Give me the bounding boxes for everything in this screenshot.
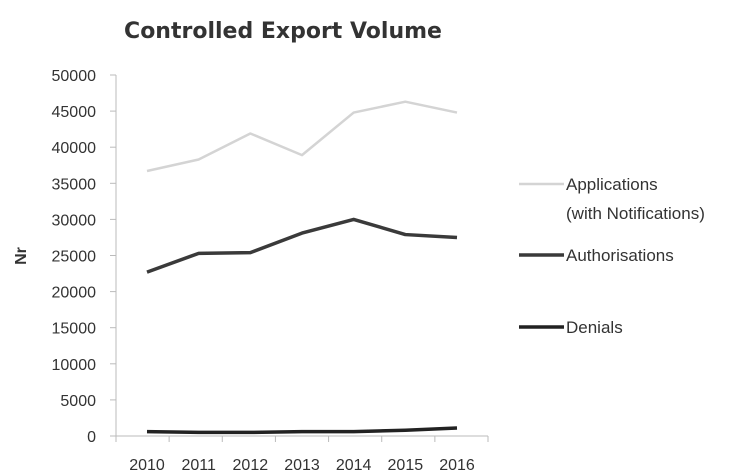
- x-tick-label: 2014: [336, 457, 372, 474]
- legend-label: Denials: [566, 318, 623, 337]
- y-tick-label: 0: [87, 429, 96, 446]
- y-tick-label: 45000: [52, 104, 97, 121]
- series-line-applications: [146, 100, 458, 173]
- y-tick-label: 35000: [52, 176, 97, 193]
- chart-title: Controlled Export Volume: [124, 19, 442, 44]
- legend-label-line2: (with Notifications): [566, 204, 705, 223]
- y-axis-label: Nr: [13, 247, 30, 265]
- y-tick-label: 15000: [52, 321, 97, 338]
- y-tick-label: 50000: [52, 68, 97, 85]
- y-tick-label: 10000: [52, 357, 97, 374]
- y-tick-label: 5000: [60, 393, 96, 410]
- series-line-authorisations: [146, 217, 458, 274]
- x-tick-label: 2016: [439, 457, 475, 474]
- x-tick-label: 2010: [129, 457, 165, 474]
- y-tick-label: 25000: [52, 249, 97, 266]
- y-tick-label: 30000: [52, 212, 97, 229]
- legend-label: Applications: [566, 175, 658, 194]
- x-tick-label: 2011: [181, 457, 216, 474]
- y-tick-label: 40000: [52, 140, 97, 157]
- y-tick-label: 20000: [52, 285, 97, 302]
- x-tick-label: 2015: [388, 457, 424, 474]
- x-tick-label: 2013: [284, 457, 320, 474]
- legend-label: Authorisations: [566, 246, 674, 265]
- series-line-denials: [146, 426, 458, 435]
- x-tick-label: 2012: [233, 457, 269, 474]
